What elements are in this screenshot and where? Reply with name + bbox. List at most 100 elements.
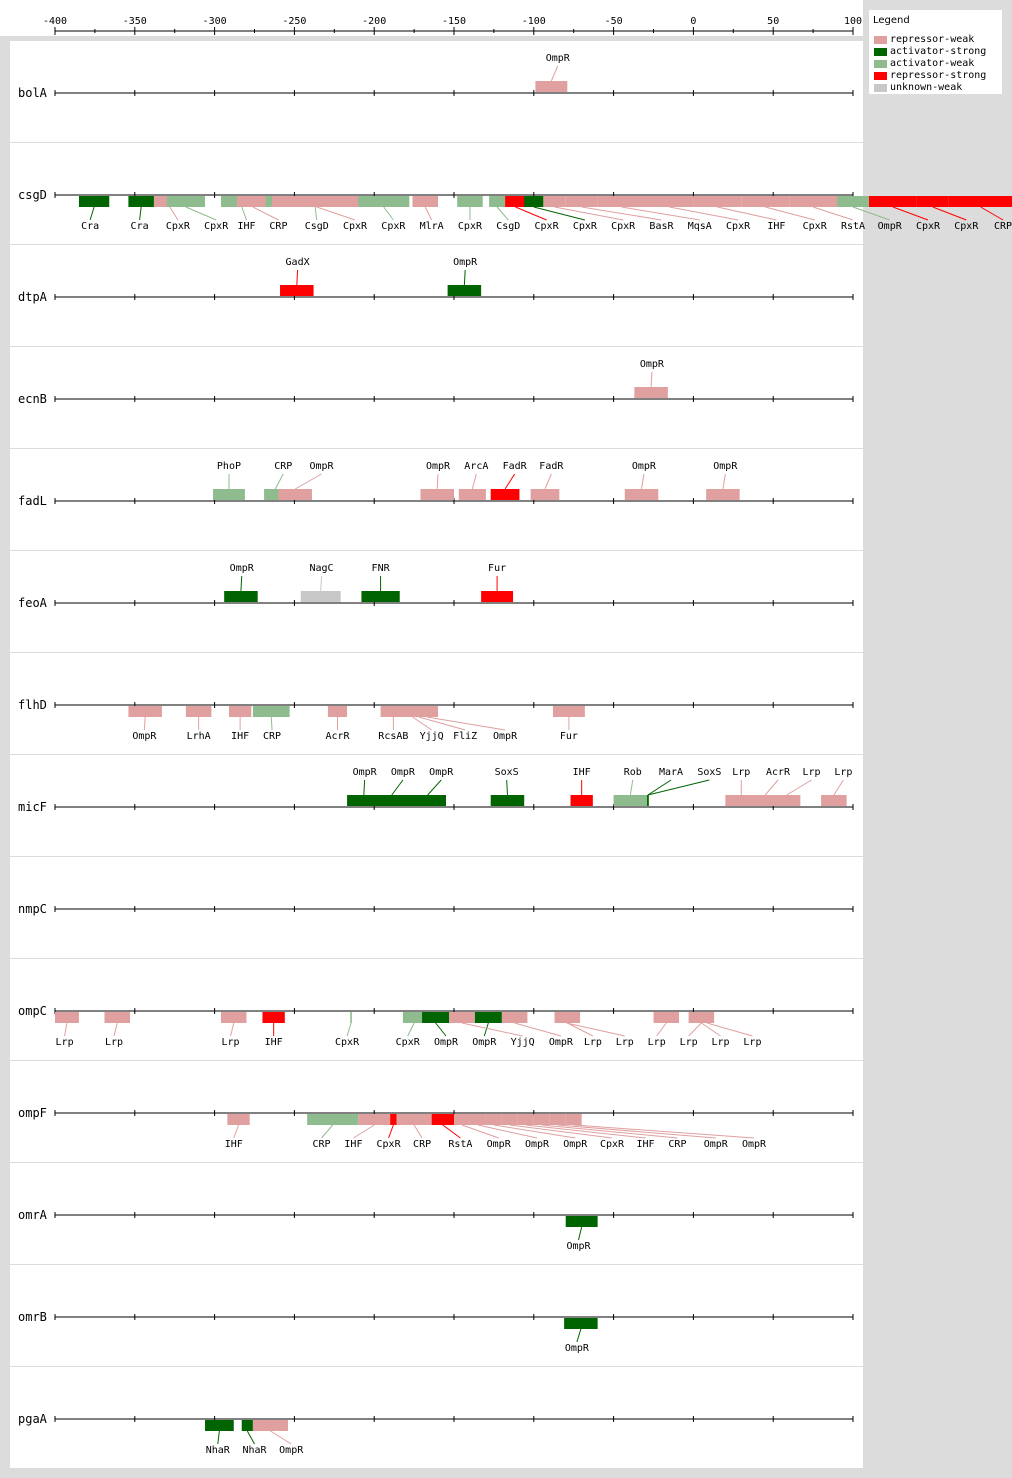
binding-site-box xyxy=(185,706,212,717)
top-axis: -400 -350 -300 -250 -200 -150 -100 -50 0 50 100 xyxy=(0,0,863,36)
binding-site-label: NhaR xyxy=(206,1445,231,1456)
binding-site-connector xyxy=(185,206,217,221)
legend-item-repressor-strong: repressor-strong xyxy=(874,70,1002,82)
gene-track-omrB: omrB OmpR xyxy=(10,1265,863,1366)
binding-site-connector xyxy=(461,1022,523,1037)
binding-site-Cra: Cra xyxy=(78,196,110,232)
binding-site-OmpR: OmpR xyxy=(565,1216,598,1252)
binding-site-connector xyxy=(233,1124,240,1139)
binding-site-OmpR: OmpR xyxy=(549,1114,729,1150)
binding-site-Lrp: Lrp xyxy=(55,1012,79,1048)
binding-site-NagC: NagC xyxy=(300,563,341,602)
binding-site-label: CpxR xyxy=(916,221,941,232)
binding-site-connector xyxy=(515,206,547,221)
binding-site-OmpR: OmpR xyxy=(485,1114,588,1150)
binding-site-box xyxy=(252,706,290,717)
binding-site-IHF: IHF xyxy=(228,706,252,742)
binding-site-connector xyxy=(294,473,322,490)
binding-site-connector xyxy=(442,1124,461,1139)
binding-site-GadX: GadX xyxy=(280,257,314,296)
binding-site-label: AcrR xyxy=(325,731,350,742)
binding-site-label: AcrR xyxy=(766,767,791,778)
binding-site-AcrR: AcrR xyxy=(749,767,791,806)
binding-site-box xyxy=(166,196,206,207)
binding-site-box xyxy=(422,1012,450,1023)
binding-site-label: YjjQ xyxy=(420,731,444,742)
gene-label: feoA xyxy=(18,596,48,610)
binding-site-CpxR: CpxR xyxy=(272,196,368,232)
binding-site-label: OmpR xyxy=(353,767,378,778)
binding-site-box xyxy=(725,795,758,806)
binding-site-box xyxy=(517,1114,534,1125)
binding-site-box xyxy=(213,489,245,500)
binding-site-connector xyxy=(812,206,854,221)
axis-tick-label: 100 xyxy=(844,16,862,27)
track-background xyxy=(10,959,863,1060)
binding-site-label: OmpR xyxy=(640,359,665,370)
binding-site-label: FadR xyxy=(539,461,564,472)
binding-site-connector xyxy=(143,716,146,731)
track-background xyxy=(10,41,863,142)
binding-site-Rob: Rob xyxy=(613,767,648,806)
binding-site-label: GadX xyxy=(286,257,310,268)
binding-site-CpxR: CpxR xyxy=(457,196,483,232)
binding-site-box xyxy=(565,1216,598,1227)
binding-site-box xyxy=(481,591,514,602)
legend-item-activator-weak: activator-weak xyxy=(874,58,1002,70)
binding-site-MlrA: MlrA xyxy=(412,196,444,232)
binding-site-OmpR: OmpR xyxy=(420,461,454,500)
binding-site-label: OmpR xyxy=(429,767,454,778)
binding-site-box xyxy=(55,1012,79,1023)
binding-site-connector xyxy=(550,65,559,82)
binding-site-connector xyxy=(554,206,624,221)
binding-site-label: OmpR xyxy=(472,1037,497,1048)
binding-site-connector xyxy=(412,716,432,731)
binding-site-box xyxy=(454,1114,470,1125)
binding-site-label: RstA xyxy=(841,221,865,232)
binding-site-OmpR: OmpR xyxy=(422,1012,459,1048)
binding-site-connector xyxy=(576,1328,582,1343)
binding-site-OmpR: OmpR xyxy=(706,461,740,500)
binding-site-label: Lrp xyxy=(802,767,820,778)
binding-site-LrhA: LrhA xyxy=(185,706,212,742)
binding-site-connector xyxy=(717,206,777,221)
binding-site-label: OmpR xyxy=(493,731,518,742)
binding-site-OmpR: OmpR xyxy=(565,1114,767,1150)
binding-site-CpxR: CpxR xyxy=(868,196,941,232)
binding-site-connector xyxy=(435,1022,447,1037)
binding-site-label: CpxR xyxy=(573,221,598,232)
binding-site-box xyxy=(361,591,400,602)
binding-site-label: OmpR xyxy=(279,1445,304,1456)
binding-site-connector xyxy=(346,1022,352,1037)
binding-site-box xyxy=(396,1114,432,1125)
binding-site-label: CRP xyxy=(274,461,292,472)
binding-site-connector xyxy=(764,779,779,796)
binding-site-connector xyxy=(463,269,466,286)
binding-site-label: CpxR xyxy=(600,1139,625,1150)
gene-track-csgD: csgD Cra Cra CpxR CpxR IHF CRP CsgD CpxR CpxR MlrA… xyxy=(10,143,1012,244)
binding-site-label: IHF xyxy=(265,1037,283,1048)
binding-site-box xyxy=(409,795,447,806)
binding-site-label: Lrp xyxy=(732,767,750,778)
binding-site-label: RcsAB xyxy=(378,731,408,742)
binding-site-connector xyxy=(270,1430,292,1445)
binding-site-box xyxy=(916,196,949,207)
binding-site-label: Lrp xyxy=(680,1037,698,1048)
binding-site-label: Cra xyxy=(81,221,99,232)
binding-site-box xyxy=(489,196,506,207)
binding-site-Lrp: Lrp xyxy=(821,767,852,806)
binding-site-connector xyxy=(656,1022,667,1037)
binding-site-box xyxy=(706,489,740,500)
binding-site-CRP: CRP xyxy=(533,1114,686,1150)
binding-site-label: OmpR xyxy=(426,461,451,472)
binding-site-connector xyxy=(701,1022,721,1037)
binding-site-box xyxy=(358,196,410,207)
binding-site-OmpR: OmpR xyxy=(278,461,335,500)
binding-site-box xyxy=(501,1012,528,1023)
binding-site-label: Fur xyxy=(560,731,578,742)
binding-site-connector xyxy=(363,779,366,796)
binding-site-label: CpxR xyxy=(726,221,751,232)
binding-site-IHF: IHF xyxy=(570,767,593,806)
binding-site-box xyxy=(420,489,454,500)
binding-site-box xyxy=(693,196,742,207)
